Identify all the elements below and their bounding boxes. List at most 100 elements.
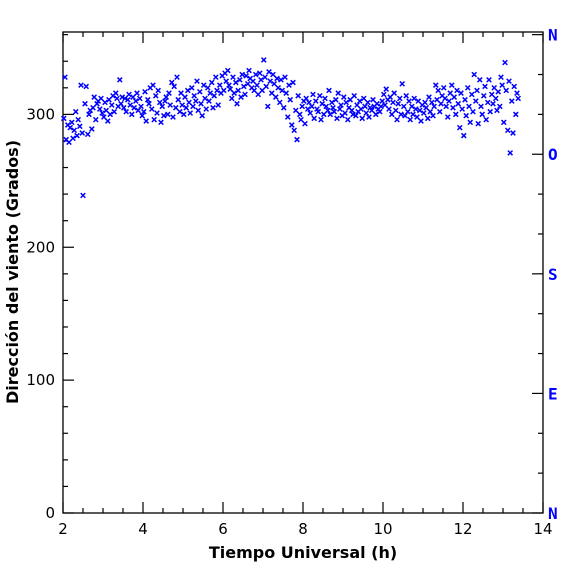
data-point: [195, 107, 202, 114]
data-point: [287, 96, 294, 103]
data-point: [131, 104, 138, 111]
data-point: [330, 104, 336, 111]
data-point: [102, 99, 108, 106]
data-point: [486, 77, 492, 83]
data-point: [474, 87, 480, 94]
data-point: [415, 98, 422, 104]
data-point: [76, 123, 83, 130]
data-point: [75, 116, 82, 123]
data-point: [274, 75, 280, 82]
data-point: [308, 103, 315, 110]
data-point: [264, 103, 271, 110]
data-point: [311, 115, 318, 122]
data-point: [267, 78, 274, 84]
data-point: [431, 103, 438, 110]
data-point: [424, 115, 431, 122]
data-point: [220, 87, 227, 94]
data-point: [482, 83, 488, 90]
data-point: [418, 118, 424, 124]
data-point: [228, 95, 235, 102]
data-point: [90, 104, 96, 111]
data-point: [515, 95, 522, 102]
data-point: [414, 114, 420, 120]
data-point: [227, 86, 234, 92]
data-point: [298, 116, 304, 123]
data-point: [438, 100, 444, 107]
data-point: [182, 94, 188, 100]
data-point: [142, 88, 148, 95]
data-point: [356, 98, 363, 104]
data-point: [386, 106, 392, 112]
data-point: [351, 92, 358, 99]
data-point: [322, 95, 328, 102]
data-point: [111, 108, 118, 115]
data-point: [150, 82, 156, 88]
data-point: [98, 95, 104, 102]
data-point: [67, 124, 74, 131]
data-point: [283, 90, 290, 96]
data-point: [275, 84, 282, 91]
data-point: [299, 103, 306, 110]
data-point: [272, 94, 279, 100]
data-point: [112, 90, 119, 96]
data-point: [400, 103, 407, 110]
data-point: [334, 115, 340, 122]
data-point: [402, 112, 408, 119]
data-point: [470, 108, 476, 115]
data-point: [447, 90, 454, 96]
data-point: [434, 96, 440, 103]
data-point: [320, 111, 327, 118]
data-point: [442, 95, 448, 102]
data-point: [158, 119, 164, 126]
data-point: [99, 110, 106, 116]
data-point: [280, 104, 287, 111]
data-point: [260, 57, 267, 63]
data-point: [256, 70, 263, 77]
data-point: [164, 111, 171, 118]
data-point: [343, 99, 350, 106]
data-point: [242, 91, 248, 98]
data-point: [68, 119, 75, 126]
data-point: [262, 74, 268, 81]
data-point: [184, 87, 191, 94]
data-point: [108, 102, 115, 108]
data-point: [411, 95, 418, 102]
axis-tick-labels: 2 4 6 8 10 12 14 0 100 200 300: [26, 105, 552, 538]
data-point: [451, 94, 458, 100]
data-point: [91, 94, 98, 100]
compass-label: N: [548, 504, 558, 523]
data-point: [468, 91, 475, 98]
data-points: [60, 57, 522, 199]
data-point: [455, 100, 462, 107]
data-point: [279, 87, 286, 94]
data-point: [307, 110, 314, 116]
data-point: [206, 98, 212, 104]
data-point: [294, 136, 300, 143]
data-point: [502, 59, 508, 66]
axis-ticks: [62, 32, 544, 514]
data-point: [170, 114, 176, 120]
data-point: [388, 111, 395, 118]
data-point: [426, 94, 432, 100]
data-point: [476, 77, 483, 83]
data-point: [258, 77, 264, 83]
data-point: [494, 107, 500, 114]
data-point: [240, 83, 247, 90]
data-point: [114, 95, 120, 102]
data-point: [376, 108, 383, 115]
x-tick-label: 12: [453, 520, 472, 538]
data-point: [199, 112, 206, 119]
data-point: [194, 78, 200, 84]
data-point: [499, 82, 506, 88]
data-point: [118, 100, 124, 107]
data-point: [176, 108, 183, 115]
data-point: [166, 90, 172, 96]
data-point: [446, 98, 452, 104]
data-point: [92, 116, 99, 123]
data-point: [66, 139, 72, 146]
data-point: [324, 107, 331, 114]
data-point: [403, 92, 410, 99]
data-point: [362, 103, 368, 110]
data-point: [462, 96, 468, 103]
data-point: [408, 103, 415, 110]
